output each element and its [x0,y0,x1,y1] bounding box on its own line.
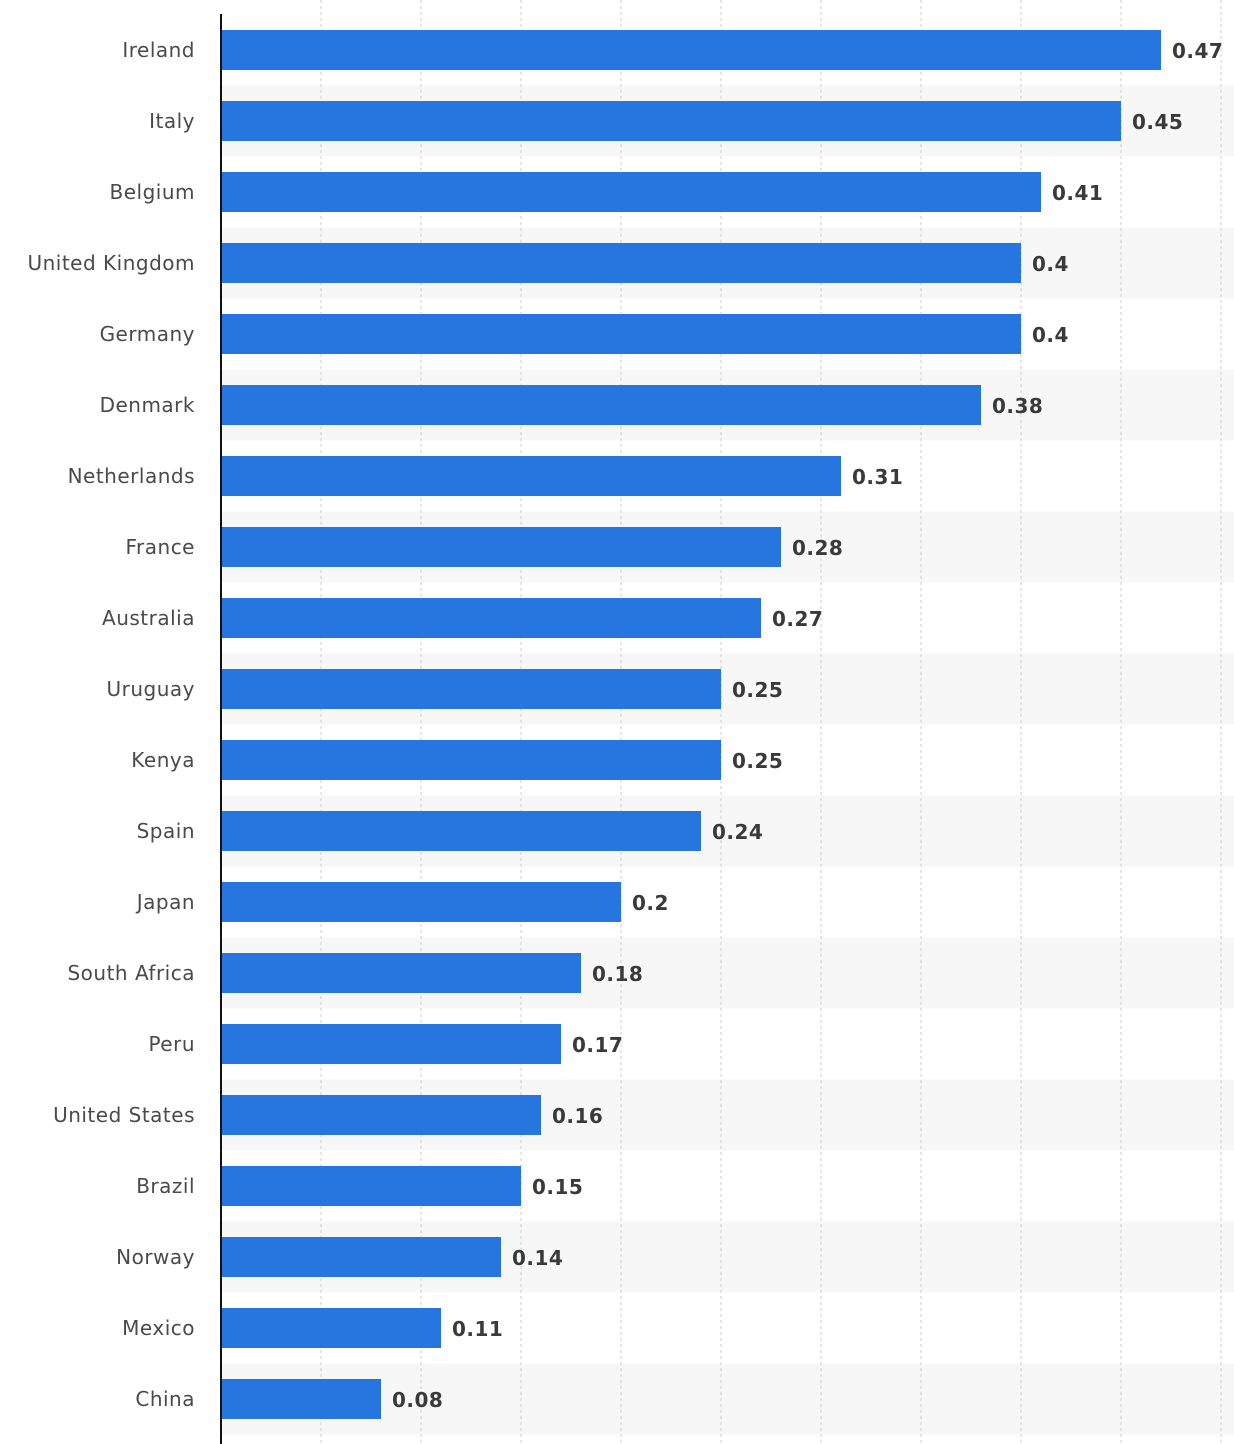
category-label: United States [53,1103,195,1127]
bar [222,953,581,993]
value-label: 0.31 [852,465,903,489]
value-label: 0.08 [392,1388,443,1412]
value-label: 0.27 [772,607,823,631]
category-label: France [125,535,195,559]
value-label: 0.41 [1052,181,1103,205]
category-label: Norway [116,1245,195,1269]
bar [222,314,1021,354]
bar [222,1166,521,1206]
category-label: Germany [100,322,195,346]
category-label: Mexico [122,1316,195,1340]
value-label: 0.15 [532,1175,583,1199]
value-label: 0.38 [992,394,1043,418]
bar [222,172,1041,212]
value-label: 0.25 [732,749,783,773]
category-label: Peru [148,1032,195,1056]
bar [222,527,781,567]
bar [222,598,761,638]
value-label: 0.4 [1032,323,1069,347]
value-label: 0.14 [512,1246,563,1270]
value-label: 0.28 [792,536,843,560]
bar [222,1237,501,1277]
value-label: 0.18 [592,962,643,986]
category-label: Italy [149,109,195,133]
value-label: 0.4 [1032,252,1069,276]
category-label: South Africa [67,961,195,985]
value-label: 0.17 [572,1033,623,1057]
category-labels: Ireland Italy Belgium United Kingdom Germany… [27,38,196,1411]
value-label: 0.16 [552,1104,603,1128]
bar [222,1095,541,1135]
value-label: 0.25 [732,678,783,702]
category-label: Spain [137,819,195,843]
category-label: Japan [135,890,195,914]
bar [222,740,721,780]
category-label: Uruguay [107,677,196,701]
row-band [221,1363,1234,1435]
bar [222,1379,381,1419]
bar [222,456,841,496]
bar [222,385,981,425]
bar [222,811,701,851]
bar [222,101,1121,141]
bar [222,669,721,709]
category-label: Ireland [122,38,195,62]
value-label: 0.45 [1132,110,1183,134]
value-label: 0.47 [1172,39,1223,63]
value-label: 0.2 [632,891,669,915]
value-label: 0.11 [452,1317,503,1341]
category-label: Brazil [136,1174,195,1198]
category-label: United Kingdom [27,251,195,275]
value-labels: 0.47 0.45 0.41 0.4 0.4 0.38 0.31 0.28 0.27 0.25 0.… [392,39,1223,1412]
category-label: Belgium [110,180,196,204]
bars [222,30,1161,1419]
category-label: Denmark [100,393,195,417]
bar [222,243,1021,283]
bar [222,882,621,922]
value-label: 0.24 [712,820,763,844]
category-label: China [135,1387,195,1411]
bar [222,1024,561,1064]
bar [222,30,1161,70]
bar [222,1308,441,1348]
category-label: Kenya [131,748,195,772]
category-label: Australia [102,606,195,630]
category-label: Netherlands [68,464,195,488]
gridlines [320,0,1222,1444]
